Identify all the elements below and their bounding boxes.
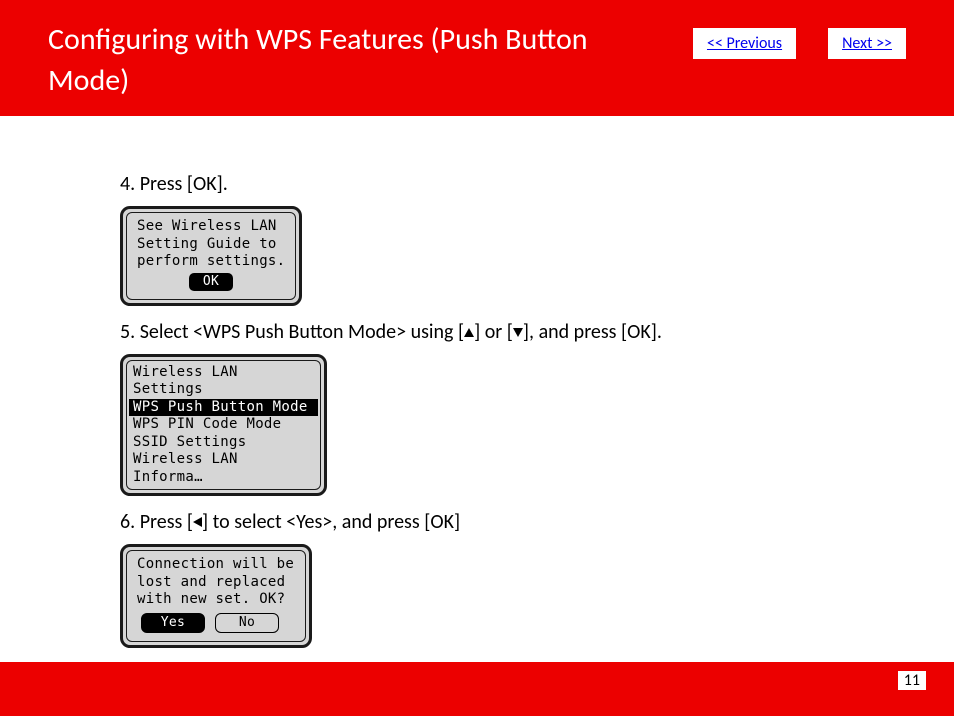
step-4-text: 4. Press [OK]. [120,172,906,196]
step-4: 4. Press [OK]. See Wireless LAN Setting … [120,172,906,306]
lcd-screen-5: Wireless LAN Settings WPS Push Button Mo… [120,354,327,497]
lcd-line: Connection will be [137,556,295,574]
step-5-text: 5. Select <WPS Push Button Mode> using [… [120,320,906,344]
lcd-no-button: No [215,613,279,633]
lcd-line: Setting Guide to [137,236,285,254]
lcd-line: See Wireless LAN [137,218,285,236]
lcd-menu-item: SSID Settings [129,434,318,452]
text-segment: ], and press [OK]. [523,320,662,344]
lcd-yes-button: Yes [141,613,205,633]
text-segment: 6. Press [ [120,510,193,534]
slide-header: Configuring with WPS Features (Push Butt… [0,0,954,116]
lcd-screen-6: Connection will be lost and replaced wit… [120,544,312,648]
page-number: 11 [898,671,926,690]
text-segment: ] or [ [474,320,513,344]
lcd-menu-item-selected: WPS Push Button Mode [129,399,318,417]
triangle-down-icon [513,328,523,337]
lcd-ok-button: OK [189,273,233,291]
lcd-menu-title: Wireless LAN Settings [129,364,318,399]
lcd-line: with new set. OK? [137,591,295,609]
lcd-line: lost and replaced [137,574,295,592]
previous-button[interactable]: << Previous [693,28,796,59]
triangle-up-icon [464,328,474,337]
step-5: 5. Select <WPS Push Button Mode> using [… [120,320,906,497]
lcd-menu-item: WPS PIN Code Mode [129,416,318,434]
nav-buttons: << Previous Next >> [693,28,906,59]
lcd-menu-item: Wireless LAN Informa… [129,451,318,486]
lcd-screen-4: See Wireless LAN Setting Guide to perfor… [120,206,302,306]
triangle-left-icon [193,517,202,527]
text-segment: 5. Select <WPS Push Button Mode> using [ [120,320,464,344]
content-area: 4. Press [OK]. See Wireless LAN Setting … [0,116,954,648]
next-button[interactable]: Next >> [828,28,906,59]
slide-footer [0,662,954,716]
step-6: 6. Press [ ] to select <Yes>, and press [… [120,510,906,648]
text-segment: ] to select <Yes>, and press [OK] [202,510,460,534]
page-title: Configuring with WPS Features (Push Butt… [48,20,668,101]
lcd-line: perform settings. [137,253,285,271]
step-6-text: 6. Press [ ] to select <Yes>, and press [… [120,510,906,534]
